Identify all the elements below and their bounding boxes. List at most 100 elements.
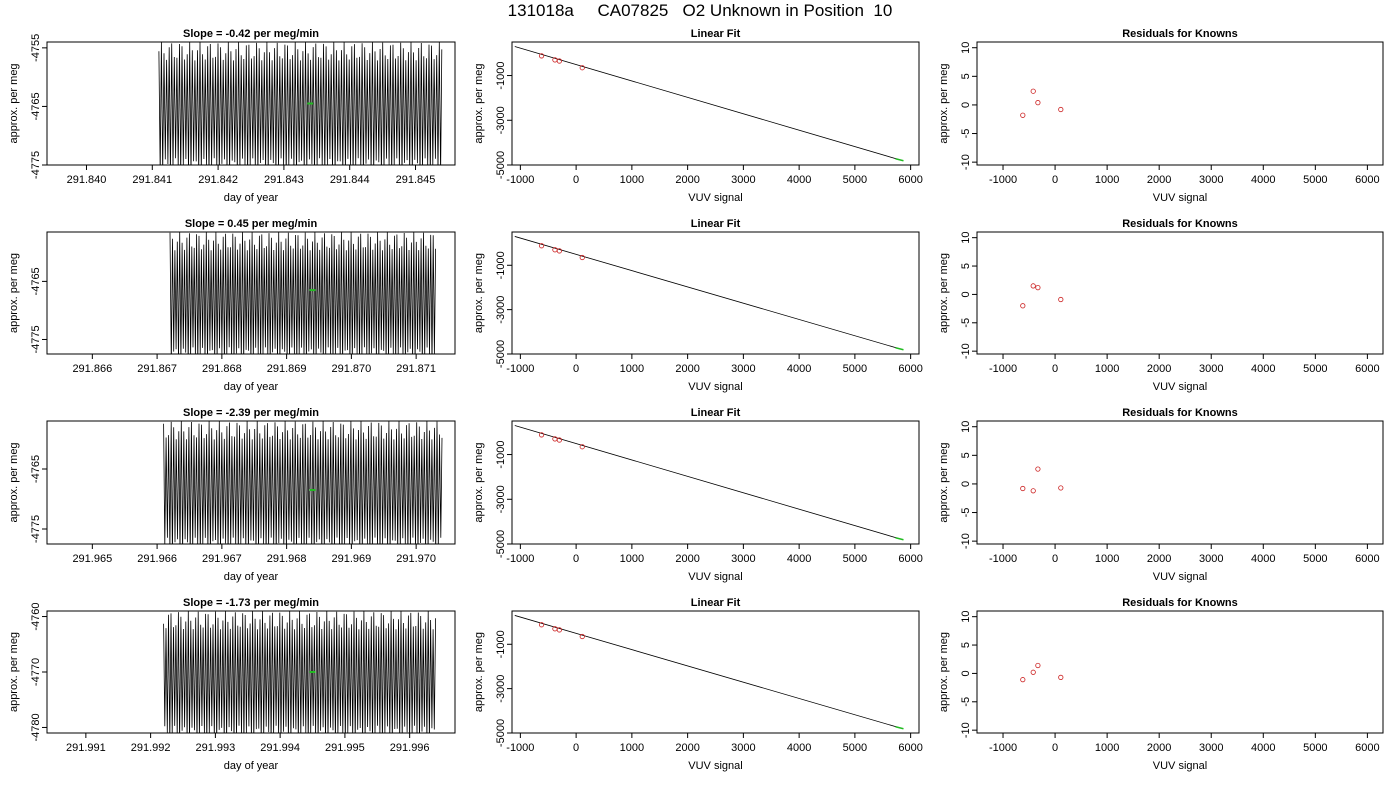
x-tick-label: 3000 bbox=[731, 742, 755, 754]
x-tick-label: 5000 bbox=[1303, 363, 1327, 375]
y-tick-label: -4765 bbox=[30, 267, 42, 295]
panel-6: Residuals for Knowns -1000 0 1000 2000 3000 40… bbox=[938, 218, 1384, 393]
x-axis-label: VUV signal bbox=[688, 192, 742, 204]
y-tick-label: -5 bbox=[960, 697, 972, 707]
x-tick-label: 3000 bbox=[1199, 553, 1223, 565]
x-tick-label: 0 bbox=[573, 174, 579, 186]
y-axis-label: approx. per meg bbox=[8, 253, 20, 333]
y-tick-label: -5 bbox=[960, 318, 972, 328]
plot-frame bbox=[976, 420, 1384, 545]
panel-title: Residuals for Knowns bbox=[1122, 407, 1238, 419]
y-tick-label: 0 bbox=[960, 291, 972, 297]
y-tick-label: -5 bbox=[960, 508, 972, 518]
y-tick-label: -1000 bbox=[495, 440, 507, 468]
x-tick-label: 291.995 bbox=[325, 742, 365, 754]
panel-title: Residuals for Knowns bbox=[1122, 597, 1238, 609]
x-tick-label: 0 bbox=[573, 363, 579, 375]
fit-line bbox=[514, 46, 900, 161]
y-tick-label: -3000 bbox=[495, 106, 507, 134]
y-tick-label: 5 bbox=[960, 642, 972, 648]
x-tick-label: 291.869 bbox=[267, 363, 307, 375]
x-tick-label: 2000 bbox=[1147, 363, 1171, 375]
panel-8: Linear Fit -1000 0 1000 2000 3000 4000 5000 6000… bbox=[473, 407, 923, 583]
fit-line bbox=[514, 236, 900, 350]
x-axis-label: VUV signal bbox=[1153, 381, 1207, 393]
y-tick-label: -5 bbox=[960, 129, 972, 139]
panel-1: Slope = -0.42 per meg/min 291.840 291.841 2… bbox=[8, 28, 456, 204]
plot-frame bbox=[976, 41, 1384, 166]
x-tick-label: 2000 bbox=[1147, 174, 1171, 186]
known-point bbox=[556, 437, 562, 443]
y-tick-label: 10 bbox=[960, 42, 972, 54]
y-tick-label: -4765 bbox=[30, 92, 42, 120]
x-axis-label: day of year bbox=[224, 760, 279, 772]
x-tick-label: 291.870 bbox=[331, 363, 371, 375]
panel-title: Slope = -0.42 per meg/min bbox=[183, 28, 319, 40]
x-tick-label: 291.994 bbox=[260, 742, 300, 754]
x-tick-label: -1000 bbox=[506, 363, 534, 375]
x-tick-label: 6000 bbox=[898, 363, 922, 375]
known-point bbox=[556, 58, 562, 64]
y-tick-label: -4780 bbox=[30, 713, 42, 741]
plot-area bbox=[163, 421, 443, 544]
plot-area bbox=[1020, 88, 1064, 118]
plot-frame bbox=[511, 231, 920, 355]
x-tick-label: 4000 bbox=[787, 363, 811, 375]
y-axis-label: approx. per meg bbox=[938, 63, 950, 143]
y-axis-label: approx. per meg bbox=[8, 442, 20, 522]
plot-frame bbox=[976, 231, 1384, 355]
known-point bbox=[556, 248, 562, 254]
x-axis-label: VUV signal bbox=[688, 571, 742, 583]
y-tick-label: 0 bbox=[960, 481, 972, 487]
y-axis-label: approx. per meg bbox=[473, 632, 485, 712]
panel-title: Residuals for Knowns bbox=[1122, 218, 1238, 230]
panel-4: Slope = 0.45 per meg/min 291.866 291.867 29… bbox=[8, 218, 456, 393]
unknown-point bbox=[895, 158, 904, 162]
x-tick-label: 3000 bbox=[1199, 174, 1223, 186]
x-tick-label: 6000 bbox=[1355, 363, 1379, 375]
x-tick-label: 291.841 bbox=[132, 174, 172, 186]
x-tick-label: -1000 bbox=[506, 553, 534, 565]
known-point bbox=[1030, 283, 1036, 289]
y-tick-label: 5 bbox=[960, 73, 972, 79]
x-tick-label: 291.843 bbox=[264, 174, 304, 186]
known-point bbox=[1035, 466, 1041, 472]
plot-area bbox=[158, 42, 443, 165]
known-point bbox=[1035, 285, 1041, 291]
x-tick-label: 3000 bbox=[731, 174, 755, 186]
x-tick-label: 2000 bbox=[1147, 553, 1171, 565]
y-tick-label: -3000 bbox=[495, 485, 507, 513]
x-tick-label: 6000 bbox=[898, 553, 922, 565]
x-tick-label: 1000 bbox=[620, 174, 644, 186]
known-point bbox=[579, 65, 585, 71]
panel-title: Slope = -2.39 per meg/min bbox=[183, 407, 319, 419]
x-tick-label: 1000 bbox=[1095, 363, 1119, 375]
x-tick-label: -1000 bbox=[989, 742, 1017, 754]
y-tick-label: -10 bbox=[960, 343, 972, 359]
x-tick-label: 291.845 bbox=[396, 174, 436, 186]
y-tick-label: 5 bbox=[960, 263, 972, 269]
x-tick-label: 2000 bbox=[675, 174, 699, 186]
data-trace bbox=[163, 421, 443, 544]
x-tick-label: 5000 bbox=[1303, 742, 1327, 754]
y-axis-label: approx. per meg bbox=[938, 632, 950, 712]
x-tick-label: 5000 bbox=[1303, 174, 1327, 186]
plot-area bbox=[514, 615, 904, 730]
plot-frame bbox=[46, 41, 456, 166]
x-tick-label: 6000 bbox=[898, 174, 922, 186]
known-point bbox=[538, 622, 545, 628]
y-tick-label: -5000 bbox=[495, 719, 507, 747]
y-tick-label: -4775 bbox=[30, 151, 42, 179]
y-tick-label: -10 bbox=[960, 722, 972, 738]
known-point bbox=[1035, 100, 1041, 106]
plot-area bbox=[163, 611, 436, 733]
x-tick-label: 4000 bbox=[787, 174, 811, 186]
x-tick-label: 291.970 bbox=[396, 553, 436, 565]
y-tick-label: -1000 bbox=[495, 251, 507, 279]
y-tick-label: 0 bbox=[960, 102, 972, 108]
y-tick-label: 0 bbox=[960, 670, 972, 676]
x-tick-label: 291.967 bbox=[202, 553, 242, 565]
panel-title: Residuals for Knowns bbox=[1122, 28, 1238, 40]
x-tick-label: 1000 bbox=[620, 742, 644, 754]
plot-frame bbox=[46, 231, 456, 355]
